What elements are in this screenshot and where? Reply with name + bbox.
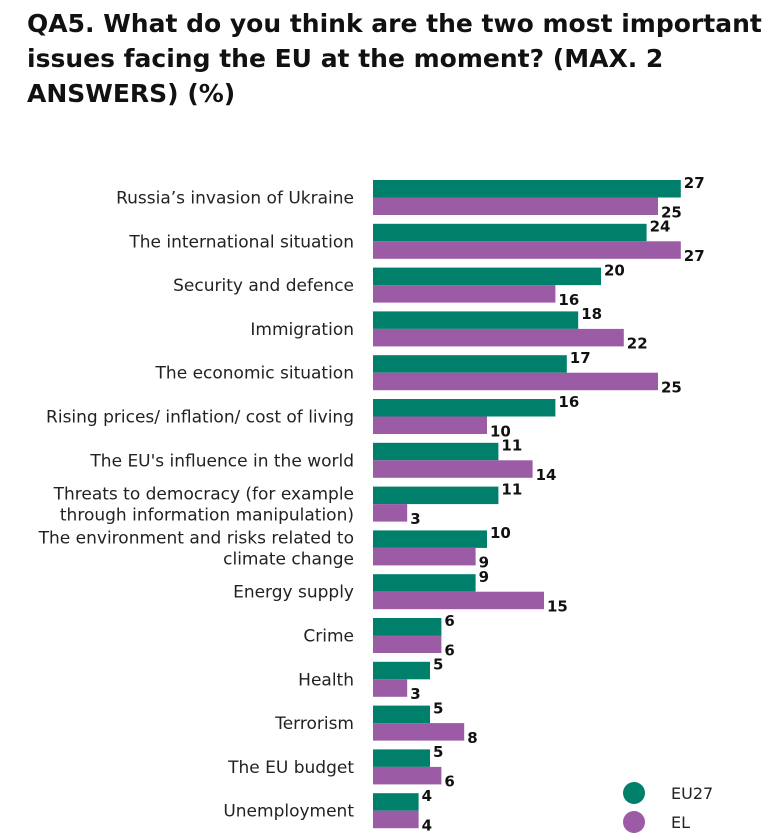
- value-label-eu27: 11: [501, 437, 522, 455]
- value-label-eu27: 5: [433, 743, 443, 761]
- value-label-el: 9: [479, 554, 489, 572]
- bar-el: [373, 328, 624, 347]
- value-label-el: 6: [444, 773, 454, 791]
- value-label-el: 3: [410, 510, 420, 528]
- category-label: climate change: [223, 549, 354, 569]
- category-label: Energy supply: [233, 583, 354, 603]
- value-label-el: 10: [490, 422, 511, 440]
- value-label-el: 16: [558, 291, 579, 309]
- bar-eu27: [373, 442, 499, 461]
- value-label-eu27: 10: [490, 524, 511, 542]
- bar-el: [373, 372, 658, 391]
- bar-eu27: [373, 749, 430, 767]
- bar-el: [373, 810, 419, 829]
- value-label-el: 27: [684, 247, 705, 265]
- category-label: The economic situation: [155, 364, 354, 384]
- bar-eu27: [373, 355, 567, 373]
- value-label-el: 15: [547, 597, 568, 615]
- category-label: The EU budget: [227, 758, 354, 778]
- category-label: Russia’s invasion of Ukraine: [116, 189, 354, 209]
- category-label: The EU's influence in the world: [89, 451, 354, 471]
- bar-eu27: [373, 793, 419, 811]
- value-label-eu27: 5: [433, 656, 443, 674]
- legend-label-el: EL: [671, 813, 690, 832]
- bar-el: [373, 416, 487, 434]
- value-label-el: 8: [467, 729, 477, 747]
- chart-title: QA5. What do you think are the two most …: [27, 9, 762, 108]
- category-label: Rising prices/ inflation/ cost of living: [46, 408, 354, 428]
- value-label-eu27: 20: [604, 261, 625, 279]
- value-label-el: 22: [627, 335, 648, 353]
- value-label-el: 4: [422, 816, 432, 834]
- value-label-el: 6: [444, 641, 454, 659]
- bar-eu27: [373, 267, 601, 286]
- value-label-el: 25: [661, 203, 682, 221]
- bar-el: [373, 635, 442, 653]
- bar-eu27: [373, 311, 579, 329]
- category-label: Crime: [303, 627, 354, 647]
- legend-marker-eu27: [623, 782, 645, 804]
- bar-el: [373, 285, 556, 303]
- bar-el: [373, 591, 544, 610]
- bar-eu27: [373, 399, 556, 417]
- bar-eu27: [373, 486, 499, 505]
- bar-eu27: [373, 180, 681, 198]
- category-label: Terrorism: [274, 714, 354, 734]
- legend-label-eu27: EU27: [671, 784, 713, 803]
- bar-eu27: [373, 574, 476, 592]
- value-label-eu27: 16: [558, 393, 579, 411]
- bar-el: [373, 197, 658, 215]
- value-label-eu27: 18: [581, 305, 602, 323]
- category-label: Threats to democracy (for example: [53, 485, 354, 505]
- bar-eu27: [373, 223, 647, 242]
- value-label-el: 25: [661, 378, 682, 396]
- bar-el: [373, 504, 408, 522]
- bar-el: [373, 241, 681, 259]
- category-label: Immigration: [250, 320, 354, 340]
- bar-el: [373, 460, 533, 478]
- value-label-eu27: 24: [650, 218, 671, 236]
- value-label-eu27: 9: [479, 568, 489, 586]
- value-label-el: 14: [536, 466, 557, 484]
- category-label: through information manipulation): [60, 506, 354, 526]
- bar-el: [373, 723, 465, 741]
- category-label: The international situation: [128, 232, 354, 252]
- value-label-eu27: 6: [444, 612, 454, 630]
- bar-el: [373, 547, 476, 566]
- bar-eu27: [373, 618, 442, 636]
- value-label-eu27: 17: [570, 349, 591, 367]
- category-label: Security and defence: [173, 276, 354, 296]
- bar-el: [373, 679, 408, 697]
- bar-eu27: [373, 661, 430, 680]
- category-label: Health: [298, 670, 354, 690]
- value-label-el: 3: [410, 685, 420, 703]
- bar-el: [373, 766, 442, 785]
- legend-marker-el: [623, 811, 645, 833]
- value-label-eu27: 11: [501, 480, 522, 498]
- value-label-eu27: 4: [422, 787, 432, 805]
- value-label-eu27: 27: [684, 174, 705, 192]
- bar-eu27: [373, 705, 430, 724]
- category-label: The environment and risks related to: [38, 528, 354, 548]
- bar-eu27: [373, 530, 487, 548]
- value-label-eu27: 5: [433, 699, 443, 717]
- category-label: Unemployment: [223, 802, 354, 822]
